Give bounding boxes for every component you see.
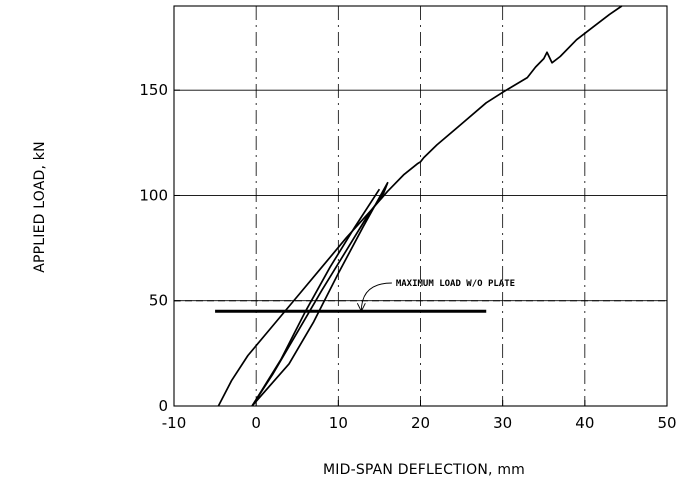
annotation-arrow-0 (360, 282, 392, 312)
x-tick-label-4: 30 (493, 414, 512, 432)
x-tick-label-1: 0 (251, 414, 261, 432)
annotations: MAXIMUM LOAD W/O PLATE (356, 279, 515, 313)
y-tick-label-3: 150 (139, 81, 168, 99)
reference-lines (174, 300, 667, 313)
x-tick-label-2: 10 (329, 414, 348, 432)
annotation-arrowhead-0 (356, 303, 366, 313)
y-tick-label-1: 50 (149, 292, 168, 310)
grid-layer (174, 6, 667, 406)
data-series-0 (217, 5, 623, 407)
y-tick-label-2: 100 (139, 186, 168, 204)
x-axis-label: MID-SPAN DEFLECTION, mm (323, 462, 525, 478)
x-tick-label-6: 50 (657, 414, 676, 432)
y-axis-label: APPLIED LOAD, kN (32, 141, 48, 273)
data-series-2 (251, 188, 381, 407)
series-layer (217, 5, 623, 407)
x-tick-label-0: -10 (162, 414, 187, 432)
annotation-text-0: MAXIMUM LOAD W/O PLATE (396, 279, 515, 289)
data-series-1 (251, 181, 389, 407)
x-tick-label-3: 20 (411, 414, 430, 432)
x-tick-label-5: 40 (575, 414, 594, 432)
y-tick-label-0: 0 (158, 397, 168, 415)
